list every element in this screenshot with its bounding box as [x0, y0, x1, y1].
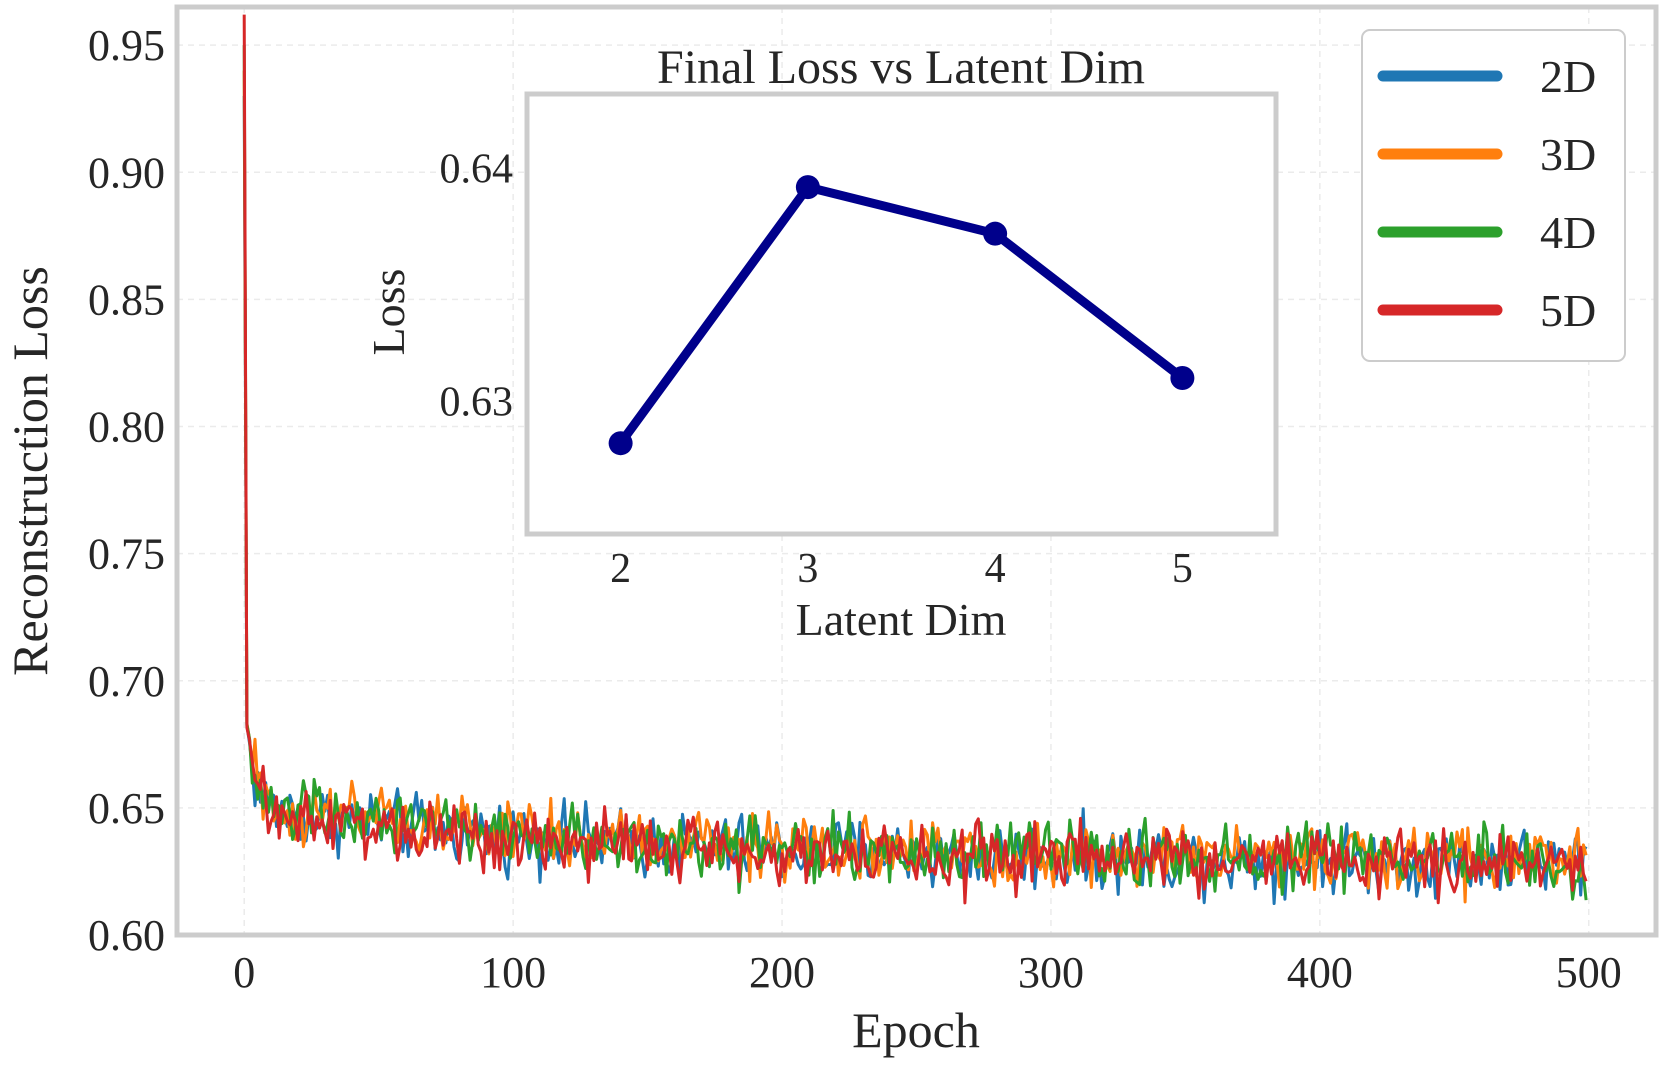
inset-x-ticks: 2 3 4 5	[610, 546, 1193, 592]
x-tick-label: 0	[233, 948, 255, 997]
x-axis-label: Epoch	[852, 1002, 980, 1058]
main-y-ticks: 0.60 0.65 0.70 0.75 0.80 0.85 0.90 0.95	[88, 21, 165, 960]
series-line-4D	[242, 45, 1588, 901]
y-tick-label: 0.80	[88, 403, 165, 452]
y-tick-label: 0.75	[88, 530, 165, 579]
inset-line	[616, 182, 1187, 448]
inset-y-axis-label: Loss	[363, 269, 414, 356]
x-tick-label: 400	[1287, 948, 1353, 997]
y-tick-label: 0.65	[88, 784, 165, 833]
inset-x-tick-label: 5	[1172, 546, 1193, 592]
inset-point	[1170, 366, 1195, 391]
main-x-ticks: 0 100 200 300 400 500	[233, 948, 1622, 997]
legend-label-4D: 4D	[1540, 207, 1596, 258]
y-tick-label: 0.95	[88, 21, 165, 70]
legend-label-2D: 2D	[1540, 51, 1596, 102]
inset-y-tick-label: 0.64	[440, 146, 514, 192]
inset-x-tick-label: 2	[610, 546, 631, 592]
main-plot-frame	[174, 4, 1659, 938]
legend: 2D 3D 4D 5D	[1361, 29, 1626, 362]
inset-background	[527, 94, 1276, 534]
inset-series	[608, 175, 1195, 456]
legend-box	[1361, 29, 1626, 362]
y-tick-label: 0.60	[88, 911, 165, 960]
inset-point	[795, 175, 820, 200]
inset-x-axis-label: Latent Dim	[796, 594, 1007, 645]
inset-frame	[524, 91, 1279, 537]
inset-point	[983, 221, 1008, 246]
legend-label-3D: 3D	[1540, 129, 1596, 180]
series-line-5D	[242, 14, 1588, 905]
main-series-lines	[242, 14, 1588, 905]
inset-y-ticks: 0.63 0.64	[440, 146, 514, 425]
inset-point	[608, 431, 633, 456]
inset-title: Final Loss vs Latent Dim	[657, 41, 1145, 94]
y-axis-label: Reconstruction Loss	[2, 266, 58, 676]
inset-x-tick-label: 4	[985, 546, 1006, 592]
x-tick-label: 100	[480, 948, 546, 997]
inset-x-tick-label: 3	[797, 546, 818, 592]
inset-chart: Final Loss vs Latent Dim 0.63 0.64 2 3 4 5 L…	[363, 41, 1279, 645]
inset-y-tick-label: 0.63	[440, 379, 514, 425]
y-tick-label: 0.85	[88, 275, 165, 324]
x-tick-label: 300	[1018, 948, 1084, 997]
y-tick-label: 0.90	[88, 148, 165, 197]
legend-label-5D: 5D	[1540, 285, 1596, 336]
y-tick-label: 0.70	[88, 657, 165, 706]
x-tick-label: 200	[749, 948, 815, 997]
x-tick-label: 500	[1556, 948, 1622, 997]
